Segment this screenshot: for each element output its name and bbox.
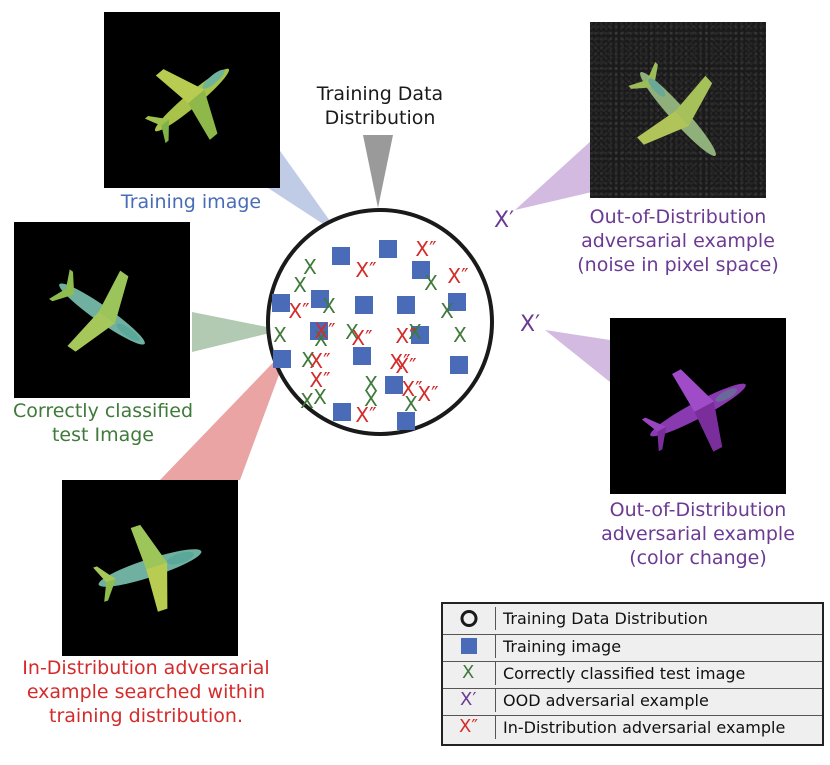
ood-noise-label: Out-of-Distribution adversarial example … xyxy=(577,206,779,276)
training-image-square xyxy=(397,296,415,314)
correct-test-x: X xyxy=(303,255,317,279)
training-image-square xyxy=(385,376,403,394)
training-image-square xyxy=(333,403,351,421)
in-dist-callout xyxy=(160,345,290,480)
correct-test-x: X xyxy=(345,320,359,344)
training-image-square xyxy=(379,240,397,258)
airplane-icon xyxy=(93,524,202,612)
in-dist-adversarial-x: X″ xyxy=(351,326,372,350)
distribution-pointer xyxy=(363,135,393,208)
in-dist-adversarial-x: X″ xyxy=(415,237,436,261)
in-dist-adversarial-x: X″ xyxy=(395,354,416,378)
correct-test-x: X xyxy=(314,327,328,351)
training-image-square xyxy=(311,290,329,308)
ood-color-label: Out-of-Distribution adversarial example … xyxy=(601,499,795,569)
legend-circle-symbol xyxy=(443,607,496,630)
in-dist-adversarial-x: X″ xyxy=(309,349,330,373)
ood-noise-airplane-image xyxy=(590,22,766,198)
in-dist-airplane-image xyxy=(62,480,238,656)
in-dist-adversarial-x: X″ xyxy=(395,324,416,348)
correct-test-x: X xyxy=(313,385,327,409)
ood-color-callout xyxy=(545,330,610,382)
in-dist-adversarial-x: X″ xyxy=(401,377,422,401)
training-image-square xyxy=(397,412,415,430)
ood-marker-color: X′ xyxy=(520,312,541,337)
training-image-square xyxy=(412,261,430,279)
legend-x-double-glyph: X″ xyxy=(459,716,479,737)
correct-test-airplane-image xyxy=(14,222,190,398)
legend-label: Correctly classified test image xyxy=(503,664,746,683)
legend-row-training: Training image xyxy=(443,634,822,658)
training-airplane-image xyxy=(104,12,280,188)
training-image-square xyxy=(273,350,291,368)
ood-color-airplane-image xyxy=(610,318,786,494)
legend-x-symbol: X xyxy=(443,662,496,685)
in-dist-adversarial-x: X″ xyxy=(447,264,468,288)
training-image-square xyxy=(448,293,466,311)
legend-row-ood: X′ OOD adversarial example xyxy=(443,688,822,712)
legend-x-prime-glyph: X′ xyxy=(460,689,477,710)
correct-test-x: X xyxy=(273,323,287,347)
training-image-square xyxy=(355,296,373,314)
legend-x-double-symbol: X″ xyxy=(443,716,496,739)
in-dist-adversarial-x: X″ xyxy=(314,319,335,343)
correct-test-x: X xyxy=(301,348,315,372)
legend-x-glyph: X xyxy=(462,662,475,683)
airplane-icon xyxy=(49,269,145,352)
training-image-square xyxy=(332,247,350,265)
legend: Training Data Distribution Training imag… xyxy=(441,602,824,746)
correct-test-x: X xyxy=(364,387,378,411)
legend-label: Training image xyxy=(503,637,622,656)
correct-test-x: X xyxy=(404,392,418,416)
in-dist-adversarial-x: X″ xyxy=(288,299,309,323)
airplane-icon xyxy=(144,68,230,144)
correct-test-x: X xyxy=(300,389,314,413)
training-image-label: Training image xyxy=(120,191,262,213)
correct-test-x: X xyxy=(408,320,422,344)
correct-test-x: X xyxy=(322,294,336,318)
correct-test-x: X xyxy=(364,372,378,396)
training-image-square xyxy=(310,322,328,340)
correct-test-x: X xyxy=(453,323,467,347)
training-image-square xyxy=(411,326,429,344)
ood-marker-noise: X′ xyxy=(494,208,515,233)
training-image-square xyxy=(450,356,468,374)
legend-row-correct: X Correctly classified test image xyxy=(443,661,822,685)
in-dist-adversarial-x: X″ xyxy=(355,258,376,282)
in-dist-adversarial-x: X″ xyxy=(355,403,376,427)
correct-test-x: X xyxy=(424,271,438,295)
legend-row-in-dist: X″ In-Distribution adversarial example xyxy=(443,715,822,739)
training-image-square xyxy=(272,294,290,312)
in-dist-adversarial-x: X″ xyxy=(309,368,330,392)
correct-test-x: X xyxy=(293,273,307,297)
legend-row-distribution: Training Data Distribution xyxy=(443,607,822,630)
correct-test-x: X xyxy=(440,299,454,323)
airplane-icon xyxy=(641,369,746,452)
legend-label: Training Data Distribution xyxy=(503,609,708,628)
airplane-icon xyxy=(628,61,716,156)
in-dist-adversarial-x: X″ xyxy=(417,382,438,406)
training-image-square xyxy=(353,347,371,365)
in-dist-adversarial-x: X″ xyxy=(389,350,410,374)
legend-square-symbol xyxy=(443,635,496,658)
in-dist-label: In-Distribution adversarial example sear… xyxy=(22,657,270,727)
legend-x-prime-symbol: X′ xyxy=(443,689,496,712)
training-data-distribution-label: Training Data Distribution xyxy=(316,83,444,129)
correct-test-label: Correctly classified test Image xyxy=(12,400,194,446)
correct-test-callout xyxy=(192,312,282,352)
legend-label: In-Distribution adversarial example xyxy=(503,718,786,737)
legend-label: OOD adversarial example xyxy=(503,691,709,710)
